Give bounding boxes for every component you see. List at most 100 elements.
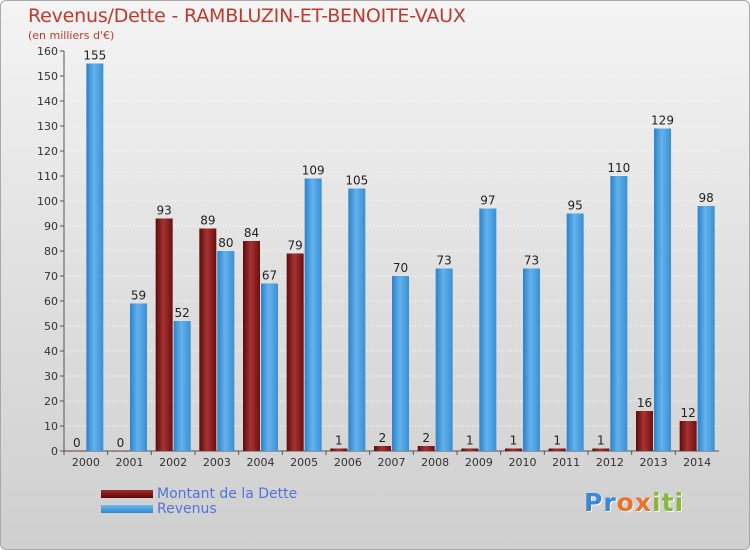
data-label-debt: 0: [117, 436, 125, 450]
x-tick-label: 2014: [683, 456, 711, 469]
bar-revenue: [566, 213, 584, 451]
bar-debt: [286, 253, 304, 451]
bar-debt: [417, 446, 435, 451]
bar-debt: [461, 448, 479, 451]
y-tick-label: 160: [37, 45, 58, 58]
x-tick-label: 2012: [596, 456, 624, 469]
y-tick-label: 110: [37, 170, 58, 183]
y-tick-label: 50: [44, 320, 58, 333]
bar-revenue: [523, 268, 540, 451]
data-label-debt: 79: [288, 239, 303, 253]
x-tick-label: 2010: [509, 456, 537, 469]
bar-revenue: [435, 268, 453, 451]
bar-debt: [68, 451, 86, 452]
bar-debt: [374, 446, 391, 451]
bar-debt: [199, 228, 217, 451]
bar-revenue: [173, 321, 191, 451]
bar-debt: [679, 421, 697, 451]
bar-revenue: [697, 206, 715, 451]
data-label-revenue: 95: [568, 199, 583, 213]
data-label-revenue: 110: [607, 161, 630, 175]
bar-debt: [155, 218, 173, 451]
data-label-debt: 93: [157, 204, 172, 218]
data-label-debt: 12: [681, 406, 696, 420]
data-label-revenue: 59: [131, 289, 146, 303]
y-tick-label: 60: [44, 295, 58, 308]
data-label-revenue: 67: [262, 269, 277, 283]
bar-revenue: [86, 63, 104, 451]
data-label-debt: 16: [637, 396, 652, 410]
legend-label-revenue: Revenus: [157, 501, 217, 517]
bar-debt: [505, 448, 522, 451]
data-label-revenue: 73: [524, 254, 539, 268]
x-tick-label: 2004: [247, 456, 275, 469]
bar-debt: [592, 448, 610, 451]
bar-debt: [636, 411, 653, 451]
x-tick-label: 2000: [72, 456, 100, 469]
bar-debt: [330, 448, 348, 451]
bar-revenue: [304, 178, 322, 451]
legend-swatch-revenue: [101, 505, 153, 513]
data-label-revenue: 73: [437, 254, 452, 268]
y-tick-label: 70: [44, 270, 58, 283]
data-label-debt: 1: [466, 434, 474, 448]
proxiti-logo: Proxiti: [584, 488, 685, 517]
y-tick-label: 120: [37, 145, 58, 158]
bar-revenue: [217, 251, 235, 451]
x-tick-label: 2006: [334, 456, 362, 469]
data-label-debt: 2: [422, 431, 430, 445]
data-label-debt: 1: [597, 434, 605, 448]
data-label-revenue: 70: [393, 261, 408, 275]
x-tick-label: 2008: [421, 456, 449, 469]
data-label-debt: 2: [379, 431, 387, 445]
y-tick-label: 20: [44, 395, 58, 408]
bar-revenue: [654, 128, 671, 451]
y-tick-label: 90: [44, 220, 58, 233]
y-tick-label: 0: [51, 445, 58, 458]
data-label-debt: 89: [200, 214, 215, 228]
legend-label-debt: Montant de la Dette: [157, 486, 298, 502]
data-label-revenue: 109: [302, 164, 325, 178]
bar-revenue: [610, 176, 628, 451]
x-tick-label: 2005: [290, 456, 318, 469]
y-tick-label: 140: [37, 95, 58, 108]
x-tick-label: 2011: [552, 456, 580, 469]
data-label-revenue: 155: [83, 49, 106, 63]
x-tick-label: 2013: [640, 456, 668, 469]
bar-revenue: [479, 208, 497, 451]
bar-revenue: [348, 188, 366, 451]
data-label-revenue: 80: [218, 236, 233, 250]
bar-revenue: [261, 283, 278, 451]
data-label-revenue: 52: [175, 306, 190, 320]
data-label-revenue: 105: [345, 174, 368, 188]
x-tick-label: 2001: [116, 456, 144, 469]
x-tick-label: 2007: [378, 456, 406, 469]
bar-debt: [548, 448, 566, 451]
data-label-debt: 1: [553, 434, 561, 448]
y-tick-label: 40: [44, 345, 58, 358]
x-tick-label: 2002: [159, 456, 187, 469]
x-tick-label: 2009: [465, 456, 493, 469]
y-tick-label: 150: [37, 70, 58, 83]
y-tick-label: 100: [37, 195, 58, 208]
x-tick-label: 2003: [203, 456, 231, 469]
data-label-revenue: 97: [480, 194, 495, 208]
data-label-debt: 1: [335, 434, 343, 448]
y-tick-label: 10: [44, 420, 58, 433]
y-tick-label: 130: [37, 120, 58, 133]
bar-debt: [243, 241, 260, 451]
bar-debt: [112, 451, 129, 452]
data-label-revenue: 129: [651, 114, 674, 128]
legend-swatch-debt: [101, 490, 153, 498]
y-tick-label: 30: [44, 370, 58, 383]
y-tick-label: 80: [44, 245, 58, 258]
data-label-debt: 0: [73, 436, 81, 450]
chart-title: Revenus/Dette - RAMBLUZIN-ET-BENOITE-VAU…: [28, 5, 466, 27]
data-label-revenue: 98: [699, 191, 714, 205]
bar-revenue: [130, 303, 147, 451]
chart-subtitle: (en milliers d'€): [28, 29, 115, 42]
data-label-debt: 84: [244, 226, 259, 240]
bar-revenue: [392, 276, 409, 451]
